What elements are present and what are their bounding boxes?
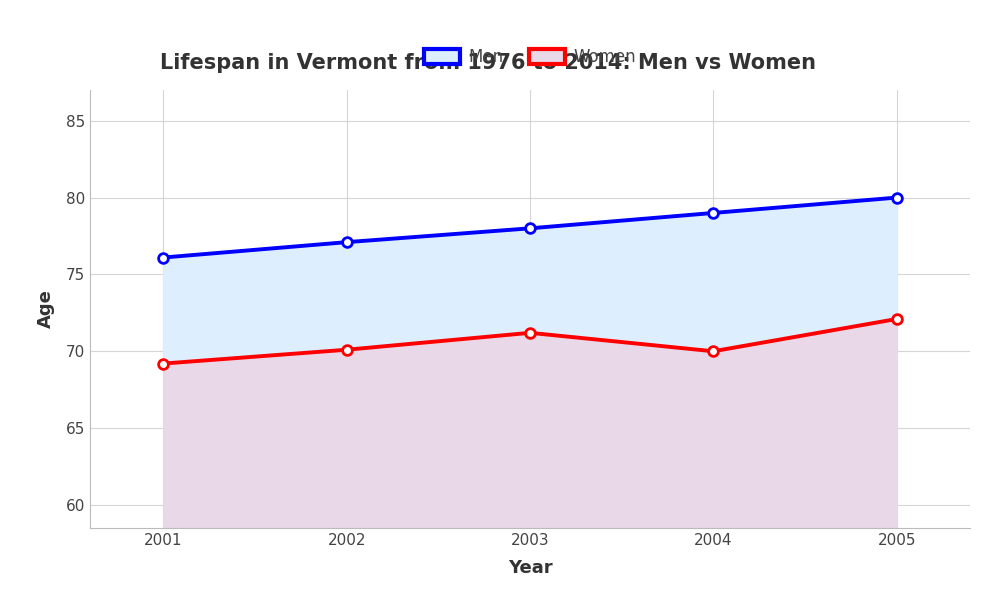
X-axis label: Year: Year (508, 559, 552, 577)
Text: Lifespan in Vermont from 1976 to 2014: Men vs Women: Lifespan in Vermont from 1976 to 2014: M… (160, 53, 816, 73)
Y-axis label: Age: Age (37, 290, 55, 328)
Legend: Men, Women: Men, Women (417, 41, 643, 73)
